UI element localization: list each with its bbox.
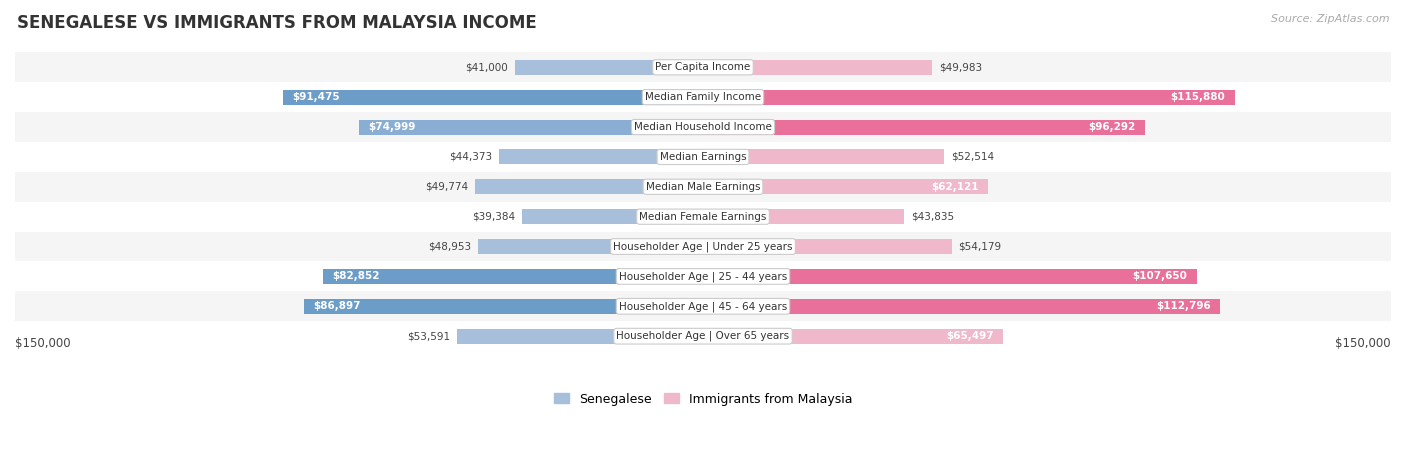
Text: $65,497: $65,497 bbox=[946, 331, 994, 341]
Bar bbox=[15, 202, 1391, 232]
Bar bbox=[305, 299, 703, 314]
Bar bbox=[15, 232, 1391, 262]
Text: Median Male Earnings: Median Male Earnings bbox=[645, 182, 761, 192]
Bar bbox=[703, 60, 932, 75]
Text: SENEGALESE VS IMMIGRANTS FROM MALAYSIA INCOME: SENEGALESE VS IMMIGRANTS FROM MALAYSIA I… bbox=[17, 14, 537, 32]
Bar bbox=[523, 209, 703, 224]
Bar bbox=[499, 149, 703, 164]
Bar bbox=[15, 142, 1391, 172]
Bar bbox=[457, 329, 703, 344]
Bar bbox=[15, 112, 1391, 142]
Text: $44,373: $44,373 bbox=[450, 152, 492, 162]
Bar bbox=[15, 172, 1391, 202]
Bar bbox=[703, 179, 988, 194]
Text: $41,000: $41,000 bbox=[465, 62, 508, 72]
Bar bbox=[703, 299, 1220, 314]
Text: $49,983: $49,983 bbox=[939, 62, 983, 72]
Bar bbox=[15, 291, 1391, 321]
Bar bbox=[703, 149, 943, 164]
Text: Per Capita Income: Per Capita Income bbox=[655, 62, 751, 72]
Bar bbox=[15, 262, 1391, 291]
Text: $107,650: $107,650 bbox=[1133, 271, 1188, 282]
Bar bbox=[703, 120, 1144, 134]
Text: $96,292: $96,292 bbox=[1088, 122, 1136, 132]
Text: $52,514: $52,514 bbox=[950, 152, 994, 162]
Text: $39,384: $39,384 bbox=[472, 212, 516, 222]
Text: $62,121: $62,121 bbox=[931, 182, 979, 192]
Text: Median Household Income: Median Household Income bbox=[634, 122, 772, 132]
Text: $115,880: $115,880 bbox=[1171, 92, 1226, 102]
Text: $150,000: $150,000 bbox=[15, 337, 70, 350]
Bar bbox=[515, 60, 703, 75]
Text: $150,000: $150,000 bbox=[1336, 337, 1391, 350]
Text: $82,852: $82,852 bbox=[332, 271, 380, 282]
Text: Householder Age | 45 - 64 years: Householder Age | 45 - 64 years bbox=[619, 301, 787, 311]
Text: Householder Age | 25 - 44 years: Householder Age | 25 - 44 years bbox=[619, 271, 787, 282]
Bar bbox=[703, 90, 1234, 105]
Bar bbox=[478, 239, 703, 254]
Text: $74,999: $74,999 bbox=[368, 122, 416, 132]
Bar bbox=[703, 209, 904, 224]
Text: $49,774: $49,774 bbox=[425, 182, 468, 192]
Bar bbox=[15, 321, 1391, 351]
Bar bbox=[703, 269, 1197, 284]
Bar bbox=[15, 52, 1391, 82]
Bar bbox=[359, 120, 703, 134]
Bar bbox=[703, 329, 1004, 344]
Text: $43,835: $43,835 bbox=[911, 212, 955, 222]
Text: $112,796: $112,796 bbox=[1156, 301, 1211, 311]
Text: Median Family Income: Median Family Income bbox=[645, 92, 761, 102]
Bar bbox=[323, 269, 703, 284]
Text: $53,591: $53,591 bbox=[408, 331, 450, 341]
Text: Source: ZipAtlas.com: Source: ZipAtlas.com bbox=[1271, 14, 1389, 24]
Text: $86,897: $86,897 bbox=[314, 301, 361, 311]
Bar bbox=[15, 82, 1391, 112]
Text: Median Female Earnings: Median Female Earnings bbox=[640, 212, 766, 222]
Bar bbox=[703, 239, 952, 254]
Text: $54,179: $54,179 bbox=[959, 241, 1001, 252]
Legend: Senegalese, Immigrants from Malaysia: Senegalese, Immigrants from Malaysia bbox=[548, 388, 858, 410]
Text: Householder Age | Under 25 years: Householder Age | Under 25 years bbox=[613, 241, 793, 252]
Text: $48,953: $48,953 bbox=[429, 241, 471, 252]
Text: Median Earnings: Median Earnings bbox=[659, 152, 747, 162]
Bar bbox=[475, 179, 703, 194]
Bar bbox=[284, 90, 703, 105]
Text: $91,475: $91,475 bbox=[292, 92, 340, 102]
Text: Householder Age | Over 65 years: Householder Age | Over 65 years bbox=[616, 331, 790, 341]
